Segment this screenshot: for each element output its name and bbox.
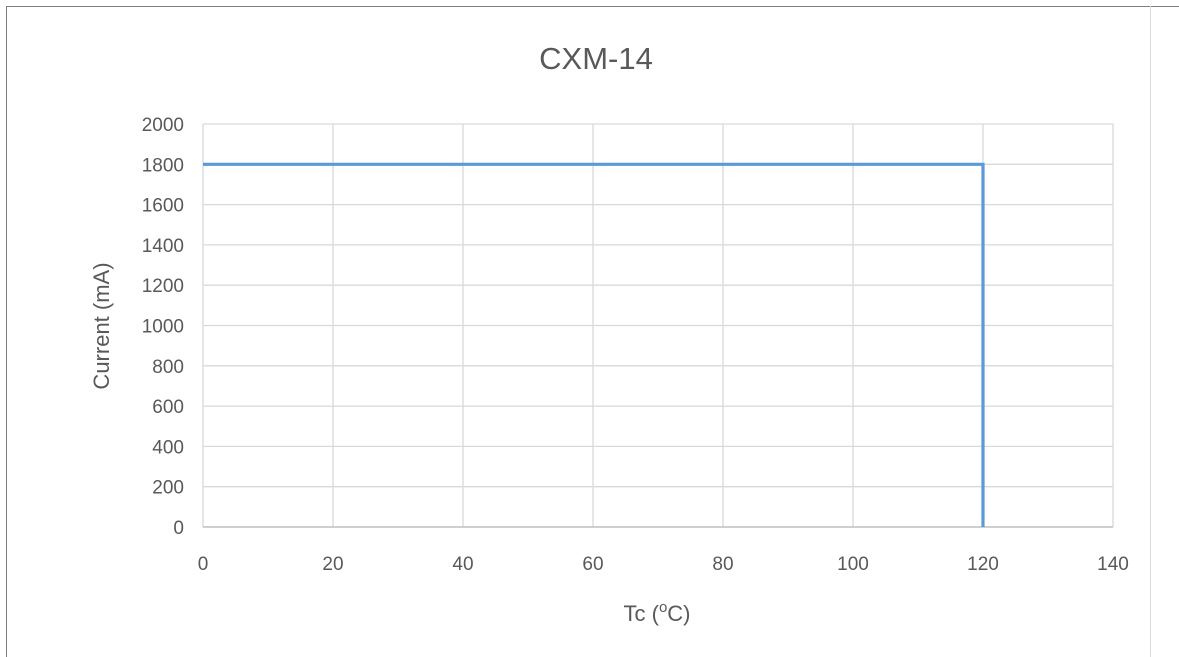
x-axis-title-superscript: o	[659, 599, 667, 616]
x-tick-label: 120	[967, 554, 999, 575]
y-tick-label: 1600	[142, 196, 184, 217]
y-tick-label: 2000	[142, 115, 184, 136]
grid-lines	[202, 123, 1114, 527]
x-tick-label: 40	[452, 554, 473, 575]
y-tick-labels: 0 200 400 600 800 1000 1200 1400 1600 1800 2000	[142, 115, 184, 539]
y-tick-label: 200	[152, 478, 184, 499]
y-tick-label: 1000	[142, 317, 184, 338]
y-tick-label: 1800	[142, 155, 184, 176]
y-tick-label: 1200	[142, 276, 184, 297]
x-axis-title-main: Tc (	[623, 601, 659, 626]
x-tick-label: 100	[837, 554, 869, 575]
y-tick-label: 400	[152, 437, 184, 458]
y-tick-label: 0	[173, 518, 184, 539]
x-tick-label: 140	[1097, 554, 1129, 575]
x-axis-title: Tc (oC)	[623, 599, 690, 626]
x-tick-label: 60	[582, 554, 603, 575]
x-tick-labels: 0 20 40 60 80 100 120 140	[198, 554, 1129, 575]
y-tick-label: 800	[152, 357, 184, 378]
y-tick-label: 1400	[142, 236, 184, 257]
chart-title: CXM-14	[539, 41, 653, 76]
x-tick-label: 80	[712, 554, 733, 575]
x-tick-label: 0	[198, 554, 209, 575]
series-group	[203, 162, 985, 527]
x-axis-title-end: C)	[667, 601, 690, 626]
right-divider	[1150, 6, 1151, 657]
x-tick-label: 20	[322, 554, 343, 575]
y-axis-title: Current (mA)	[89, 262, 114, 389]
series-line	[203, 162, 985, 527]
y-tick-label: 600	[152, 397, 184, 418]
